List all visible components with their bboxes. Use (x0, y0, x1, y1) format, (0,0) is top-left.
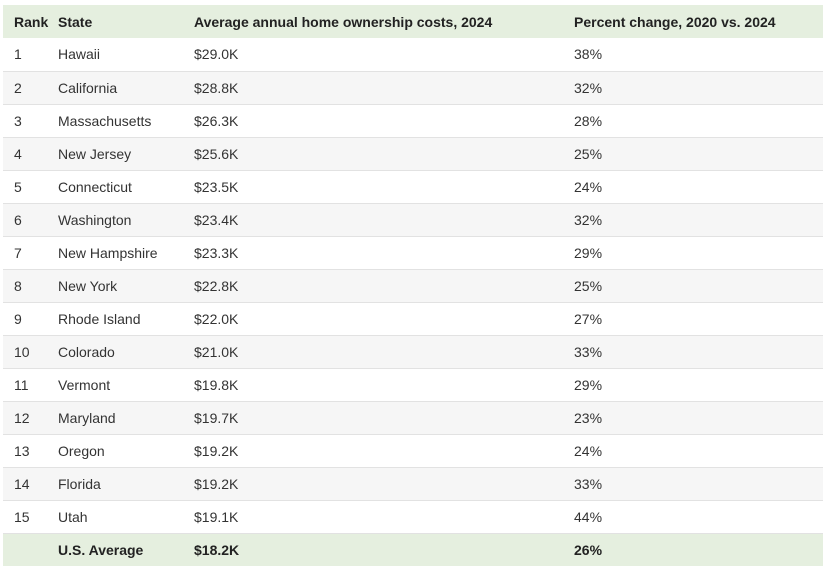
rank-cell: 14 (14, 475, 30, 492)
state-cell: Colorado (58, 343, 115, 360)
change-cell: 23% (574, 409, 603, 426)
table-row: 9 Rhode Island $22.0K 27% (3, 302, 823, 335)
table-footer: U.S. Average $18.2K 26% (3, 533, 823, 566)
table-row: 12 Maryland $19.7K 23% (3, 401, 823, 434)
table-row: 11 Vermont $19.8K 29% (3, 368, 823, 401)
state-cell: Connecticut (58, 178, 132, 195)
rank-cell: 4 (14, 145, 22, 162)
rank-cell: 15 (14, 508, 30, 525)
header-rank: Rank (14, 13, 49, 30)
state-cell: New Hampshire (58, 244, 158, 261)
state-cell: Oregon (58, 442, 105, 459)
change-cell: 32% (574, 79, 603, 96)
rank-cell: 8 (14, 277, 22, 294)
state-cell: Hawaii (58, 46, 101, 63)
change-cell: 25% (574, 277, 603, 294)
rank-cell: 10 (14, 343, 30, 360)
cost-cell: $23.5K (194, 178, 239, 195)
table-row: 6 Washington $23.4K 32% (3, 203, 823, 236)
state-cell: Maryland (58, 409, 116, 426)
table-body: 1 Hawaii $29.0K 38% 2 California $28.8K … (3, 38, 823, 533)
rank-cell: 3 (14, 112, 22, 129)
cost-cell: $19.1K (194, 508, 239, 525)
cost-cell: $25.6K (194, 145, 239, 162)
cost-cell: $22.8K (194, 277, 239, 294)
rank-cell: 9 (14, 310, 22, 327)
change-cell: 29% (574, 244, 603, 261)
rank-cell: 1 (14, 46, 22, 63)
us-average-row: U.S. Average $18.2K 26% (3, 533, 823, 566)
rank-cell: 11 (14, 376, 29, 393)
cost-cell: $26.3K (194, 112, 239, 129)
cost-cell: $19.7K (194, 409, 239, 426)
change-cell: 24% (574, 442, 603, 459)
home-costs-table-container: Rank State Average annual home ownership… (3, 5, 823, 566)
change-cell: 24% (574, 178, 603, 195)
change-cell: 25% (574, 145, 603, 162)
cost-cell: $28.8K (194, 79, 239, 96)
table-row: 5 Connecticut $23.5K 24% (3, 170, 823, 203)
change-cell: 38% (574, 46, 603, 63)
cost-cell: $19.8K (194, 376, 239, 393)
state-cell: California (58, 79, 118, 96)
header-cost: Average annual home ownership costs, 202… (194, 13, 493, 30)
state-cell: Vermont (58, 376, 111, 393)
header-row: Rank State Average annual home ownership… (3, 5, 823, 38)
cost-cell: $21.0K (194, 343, 239, 360)
cost-cell: $23.4K (194, 211, 239, 228)
footer-change-cell: 26% (574, 541, 603, 558)
rank-cell: 12 (14, 409, 30, 426)
change-cell: 27% (574, 310, 603, 327)
table-row: 3 Massachusetts $26.3K 28% (3, 104, 823, 137)
cost-cell: $29.0K (194, 46, 239, 63)
rank-cell: 7 (14, 244, 22, 261)
rank-cell: 2 (14, 79, 22, 96)
cost-cell: $19.2K (194, 442, 239, 459)
change-cell: 29% (574, 376, 603, 393)
table-row: 1 Hawaii $29.0K 38% (3, 38, 823, 71)
table-row: 14 Florida $19.2K 33% (3, 467, 823, 500)
change-cell: 32% (574, 211, 603, 228)
state-cell: Rhode Island (58, 310, 141, 327)
footer-state-cell: U.S. Average (58, 541, 144, 558)
state-cell: Massachusetts (58, 112, 152, 129)
cost-cell: $22.0K (194, 310, 239, 327)
table-row: 7 New Hampshire $23.3K 29% (3, 236, 823, 269)
rank-cell: 13 (14, 442, 30, 459)
table-row: 4 New Jersey $25.6K 25% (3, 137, 823, 170)
state-cell: Utah (58, 508, 88, 525)
cost-cell: $19.2K (194, 475, 239, 492)
change-cell: 28% (574, 112, 603, 129)
table-row: 10 Colorado $21.0K 33% (3, 335, 823, 368)
state-cell: New Jersey (58, 145, 132, 162)
header-state: State (58, 13, 93, 30)
change-cell: 33% (574, 343, 603, 360)
table-row: 8 New York $22.8K 25% (3, 269, 823, 302)
state-cell: Florida (58, 475, 101, 492)
table-row: 15 Utah $19.1K 44% (3, 500, 823, 533)
change-cell: 33% (574, 475, 603, 492)
table-header: Rank State Average annual home ownership… (3, 5, 823, 38)
footer-rank-cell (3, 533, 49, 566)
table-row: 2 California $28.8K 32% (3, 71, 823, 104)
rank-cell: 5 (14, 178, 22, 195)
rank-cell: 6 (14, 211, 22, 228)
state-cell: Washington (58, 211, 132, 228)
home-costs-table: Rank State Average annual home ownership… (3, 5, 823, 566)
header-change: Percent change, 2020 vs. 2024 (574, 13, 776, 30)
footer-cost-cell: $18.2K (194, 541, 240, 558)
state-cell: New York (58, 277, 118, 294)
table-row: 13 Oregon $19.2K 24% (3, 434, 823, 467)
cost-cell: $23.3K (194, 244, 239, 261)
change-cell: 44% (574, 508, 603, 525)
